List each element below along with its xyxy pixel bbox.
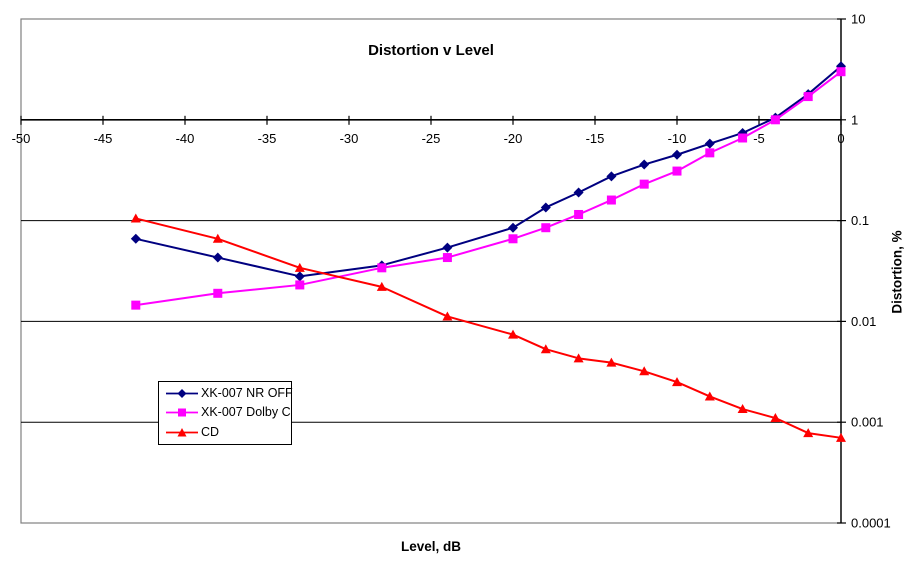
x-tick-label: -45 [94,131,113,146]
x-axis: -50-45-40-35-30-25-20-15-10-50 [12,115,845,146]
x-tick-label: -15 [586,131,605,146]
x-tick-label: -30 [340,131,359,146]
legend-item: XK-007 NR OFF [166,386,293,401]
y-axis-title: Distortion, % [889,230,905,314]
legend-label: XK-007 Dolby C [201,405,291,420]
legend-label: CD [201,424,220,439]
x-tick-label: -20 [504,131,523,146]
legend-triangle-marker-icon [166,427,198,437]
y-tick-label: 1 [851,112,858,127]
x-tick-label: -35 [258,131,277,146]
y-tick-label: 0.001 [851,415,884,430]
y-tick-label: 0.1 [851,213,869,228]
x-tick-label: -10 [668,131,687,146]
x-tick-label: -40 [176,131,195,146]
legend-square-marker-icon [166,408,198,417]
chart-title: Distortion v Level [368,42,494,59]
x-axis-title: Level, dB [400,539,462,554]
x-tick-label: -5 [753,131,765,146]
y-tick-label: 10 [851,12,865,27]
y-tick-label: 0.0001 [851,516,891,531]
x-tick-label: -25 [422,131,441,146]
legend-item: XK-007 Dolby C [166,406,291,419]
series-cd [130,213,846,442]
y-axis: 10 1 0.1 0.01 0.001 0.0001 [837,12,891,531]
legend: XK-007 NR OFF XK-007 Dolby C CD [158,381,293,445]
plot-border [20,18,842,524]
legend-label: XK-007 NR OFF [201,386,293,401]
legend-diamond-marker-icon [166,389,198,399]
y-tick-label: 0.01 [851,314,876,329]
x-tick-label: -50 [12,131,31,146]
legend-item: CD [166,424,291,439]
